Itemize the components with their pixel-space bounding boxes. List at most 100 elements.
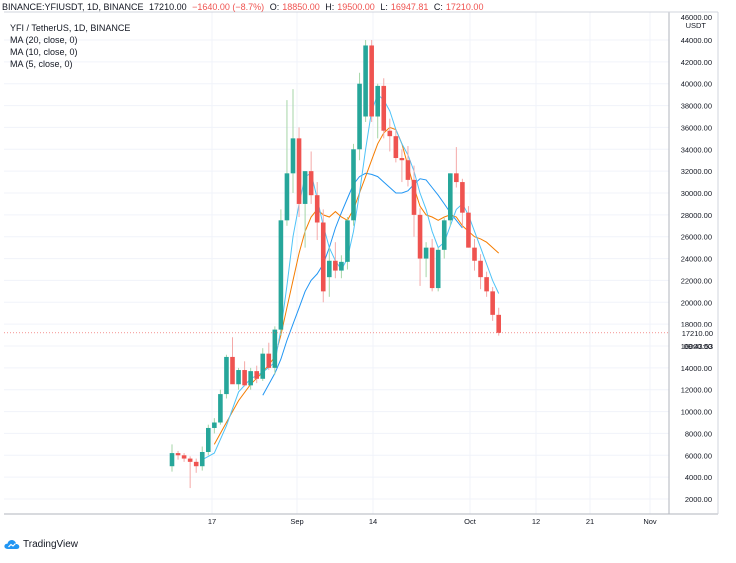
candle: [441, 218, 447, 259]
legend-ma5: MA (5, close, 0): [10, 59, 73, 69]
candle: [169, 444, 175, 472]
candle-body: [169, 453, 175, 467]
candle-body: [363, 45, 368, 117]
y-tick-label: 20000.00: [681, 298, 712, 307]
candle: [490, 286, 495, 321]
candle: [308, 151, 314, 204]
candle: [381, 78, 387, 139]
candle: [460, 178, 465, 226]
current-price-box: [670, 326, 717, 339]
y-tick-label: 2000.00: [685, 495, 712, 504]
candle-body: [478, 260, 483, 278]
candle-body: [284, 173, 290, 221]
bar-countdown-label: 09:43:53: [684, 342, 713, 351]
candle-body: [206, 427, 211, 453]
y-tick-label: 6000.00: [685, 451, 712, 460]
y-tick-label: 16000.00: [681, 342, 712, 351]
candle-body: [199, 452, 205, 467]
candle: [327, 247, 332, 297]
candle-body: [411, 179, 417, 215]
symbol-label: BINANCE:YFIUSDT, 1D, BINANCE: [2, 2, 144, 12]
close-label: C:: [433, 2, 443, 12]
candle: [454, 147, 459, 188]
candle: [199, 446, 205, 471]
candle-body: [218, 394, 223, 423]
candle-body: [230, 356, 235, 385]
candle: [193, 458, 199, 473]
candle: [320, 209, 326, 303]
candle: [254, 365, 259, 384]
candle: [375, 83, 380, 139]
candle: [387, 118, 393, 152]
candle-body: [175, 453, 181, 456]
y-tick-label: 36000.00: [681, 123, 712, 132]
candle-body: [248, 371, 253, 386]
y-tick-label: 12000.00: [681, 386, 712, 395]
y-tick-label: 24000.00: [681, 255, 712, 264]
brand-name: TradingView: [23, 538, 79, 550]
candle-body: [496, 314, 501, 333]
candle: [345, 217, 350, 270]
candle: [399, 149, 405, 183]
candle-body: [466, 212, 471, 248]
y-tick-label: 18000.00: [681, 320, 712, 329]
candle: [466, 206, 471, 248]
y-tick-label: 4000.00: [685, 473, 712, 482]
x-tick-label: 21: [586, 517, 594, 526]
price-change: −1640.00 (−8.7%): [192, 2, 265, 12]
candle-body: [302, 171, 308, 204]
candle: [302, 171, 308, 248]
x-tick-label: 12: [532, 517, 540, 526]
y-tick-label: 22000.00: [681, 276, 712, 285]
candles: [169, 40, 501, 489]
current-price-label: 17210.00: [682, 329, 713, 338]
candle: [314, 182, 320, 240]
currency-unit-label: USDT: [686, 21, 707, 30]
candle-body: [484, 277, 489, 292]
y-tick-label: 40000.00: [681, 80, 712, 89]
y-tick-label: 44000.00: [681, 36, 712, 45]
candle-body: [339, 261, 344, 271]
y-top-tick-label: 46000.00: [681, 13, 712, 22]
tradingview-logo[interactable]: TradingView: [4, 536, 78, 552]
y-tick-label: 42000.00: [681, 58, 712, 67]
candle: [266, 342, 272, 371]
candle-body: [314, 195, 320, 223]
candle-body: [375, 85, 380, 117]
x-tick-label: Sep: [290, 517, 303, 526]
candle: [175, 450, 181, 460]
candle: [357, 72, 362, 161]
y-tick-label: 10000.00: [681, 408, 712, 417]
candle-body: [242, 370, 247, 386]
candle: [236, 367, 241, 390]
y-tick-label: 26000.00: [681, 233, 712, 242]
candle-body: [448, 173, 453, 221]
ma10-line: [213, 126, 500, 445]
candle: [429, 238, 435, 292]
y-tick-label: 32000.00: [681, 167, 712, 176]
candle: [224, 354, 229, 399]
candle-body: [296, 138, 302, 204]
low-value: 16947.81: [390, 2, 429, 12]
candle: [272, 326, 278, 375]
low-label: L:: [380, 2, 388, 12]
candle: [187, 456, 193, 489]
legend-ma10: MA (10, close, 0): [10, 47, 78, 57]
candle: [206, 424, 211, 456]
candle-body: [441, 220, 447, 250]
high-value: 19500.00: [337, 2, 375, 12]
candle-body: [333, 260, 338, 271]
candle-body: [278, 220, 284, 330]
candle-body: [193, 461, 199, 467]
candle: [472, 238, 477, 271]
candle-body: [266, 353, 272, 368]
candle: [417, 208, 423, 286]
candle-body: [254, 371, 259, 379]
grid: [4, 12, 669, 514]
candle-body: [490, 291, 495, 315]
candle-body: [357, 83, 362, 150]
open-value: 18850.00: [282, 2, 320, 12]
candle: [363, 40, 368, 122]
candle-body: [224, 356, 229, 395]
